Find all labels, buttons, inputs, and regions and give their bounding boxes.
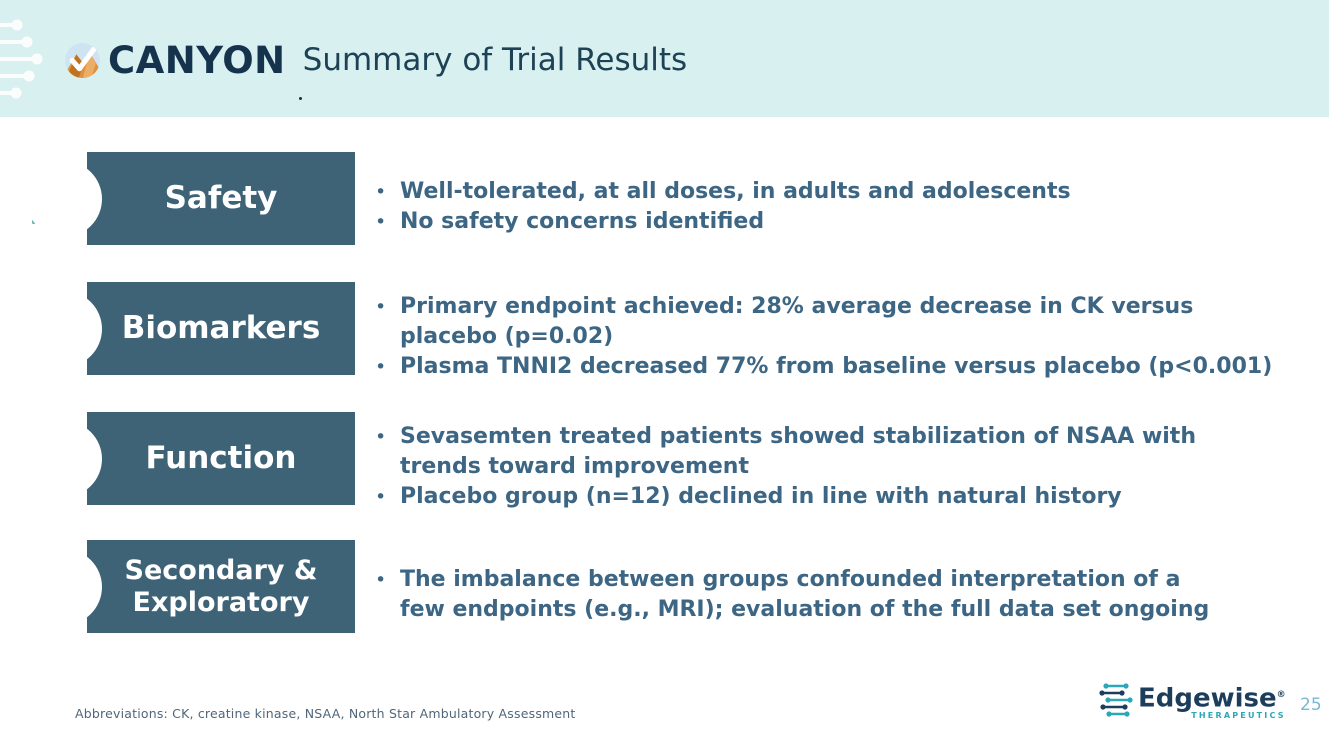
list-item: • The imbalance between groups confounde… — [375, 566, 1210, 622]
company-logo: Edgewise® THERAPEUTICS — [1098, 680, 1286, 722]
bullet-marker: • — [375, 485, 387, 508]
bullet-marker: • — [375, 210, 387, 233]
page-title: Summary of Trial Results — [302, 42, 688, 78]
bullet-marker: • — [375, 568, 387, 591]
abbreviations-footnote: Abbreviations: CK, creatine kinase, NSAA… — [75, 706, 576, 721]
company-subtitle: THERAPEUTICS — [1191, 710, 1286, 720]
list-item: • Placebo group (n=12) declined in line … — [375, 482, 1325, 512]
category-label-secondary-exploratory: Secondary & Exploratory — [87, 540, 355, 633]
bullet-marker: • — [375, 425, 387, 448]
row-function: Function • Sevasemten treated patients s… — [0, 412, 1329, 509]
header-band: CANYON Summary of Trial Results — [0, 0, 1329, 117]
product-logo-text: CANYON — [108, 38, 286, 82]
category-label-text: Biomarkers — [121, 309, 321, 346]
canyon-mountain-check-icon — [65, 42, 100, 78]
header-logo-row: CANYON Summary of Trial Results — [64, 38, 687, 82]
page-number: 25 — [1300, 695, 1322, 715]
function-bullet-list: • Sevasemten treated patients showed sta… — [375, 422, 1325, 512]
category-label-text: Safety — [164, 179, 278, 216]
category-label-function: Function — [87, 412, 355, 505]
bullet-marker: • — [375, 295, 387, 318]
safety-bullet-list: • Well-tolerated, at all doses, in adult… — [375, 177, 1325, 237]
registered-mark: ® — [1276, 690, 1286, 700]
bullet-marker: • — [375, 180, 387, 203]
secondary-bullet-list: • The imbalance between groups confounde… — [375, 565, 1325, 625]
list-item: • Primary endpoint achieved: 28% average… — [375, 293, 1194, 349]
category-label-safety: Safety — [87, 152, 355, 245]
row-biomarkers: Biomarkers • Primary endpoint achieved: … — [0, 282, 1329, 379]
company-name: Edgewise® — [1138, 683, 1286, 714]
list-item: • Well-tolerated, at all doses, in adult… — [375, 177, 1325, 207]
stray-period-mark — [299, 97, 302, 100]
row-safety: Safety • Well-tolerated, at all doses, i… — [0, 152, 1329, 245]
company-logo-text: Edgewise® THERAPEUTICS — [1138, 680, 1286, 722]
category-label-biomarkers: Biomarkers — [87, 282, 355, 375]
list-item: • No safety concerns identified — [375, 207, 1325, 237]
edgewise-tree-circuit-icon — [1099, 683, 1133, 717]
list-item: • Plasma TNNI2 decreased 77% from baseli… — [375, 352, 1325, 382]
list-item: • Sevasemten treated patients showed sta… — [375, 423, 1196, 479]
circuit-dots-decoration — [0, 19, 43, 99]
bullet-marker: • — [375, 355, 387, 378]
row-secondary-exploratory: Secondary & Exploratory • The imbalance … — [0, 540, 1329, 633]
category-label-text: Secondary & Exploratory — [124, 555, 318, 618]
category-label-text: Function — [145, 439, 297, 476]
biomarkers-bullet-list: • Primary endpoint achieved: 28% average… — [375, 292, 1325, 382]
